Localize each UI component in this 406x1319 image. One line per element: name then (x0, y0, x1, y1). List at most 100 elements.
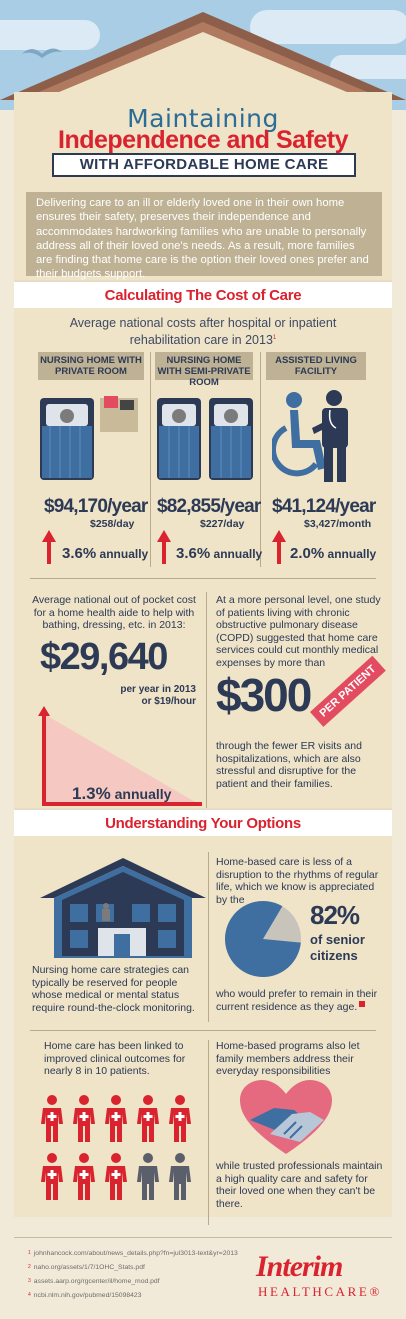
person-highlighted-icon (137, 1095, 159, 1142)
intro-text: Delivering care to an ill or elderly lov… (26, 192, 382, 280)
outcomes-text: Home care has been linked to improved cl… (44, 1040, 186, 1077)
person-highlighted-icon (73, 1153, 95, 1200)
cost-section-band: Calculating The Cost of Care (14, 280, 392, 308)
footnote-1: 1 johnhancock.com/about/news_details.php?… (28, 1250, 238, 1257)
bed-with-nightstand-icon (40, 396, 138, 480)
family-text: Home-based programs also let family memb… (216, 1040, 360, 1077)
registered-mark: ® (369, 1284, 382, 1299)
footer-divider (14, 1237, 392, 1238)
annual-pct: 3.6% (176, 545, 211, 562)
nursing-home-text: Nursing home care strategies can typical… (32, 964, 195, 1014)
annual-label: annually (213, 547, 263, 561)
avg-costs-footnote-mark: 1 (272, 335, 277, 341)
footnote-3: 3 assets.aarp.org/rgcenter/il/home_mod.pd… (28, 1278, 160, 1285)
footnote-mark: 4 (28, 1292, 31, 1298)
annual-label: annually (327, 547, 377, 561)
arrow-up-icon (42, 530, 56, 564)
footnote-text: assets.aarp.org/rgcenter/il/home_mod.pdf (33, 1278, 160, 1285)
footnote-mark: 1 (28, 1250, 31, 1256)
column-header-private: NURSING HOME WITH PRIVATE ROOM (38, 352, 144, 380)
cloud (250, 10, 406, 44)
remain-text-content: who would prefer to remain in their curr… (216, 988, 378, 1013)
cloud (0, 20, 100, 50)
trusted-text: while trusted professionals maintain a h… (216, 1160, 383, 1210)
column-header-assisted-living: ASSISTED LIVING FACILITY (266, 352, 366, 380)
person-grey-icon (137, 1153, 159, 1200)
footnote-text: johnhancock.com/about/news_details.php?f… (33, 1250, 238, 1257)
title-affordable-home-care: WITH AFFORDABLE HOME CARE (52, 153, 356, 177)
section-divider (30, 578, 376, 579)
nursing-home-building-icon (40, 858, 206, 958)
people-grid (40, 1094, 200, 1204)
person-highlighted-icon (105, 1095, 127, 1142)
title-maintaining: Maintaining (127, 104, 279, 133)
person-highlighted-icon (105, 1153, 127, 1200)
aide-cost-text: Average national out of pocket cost for … (32, 594, 196, 631)
pie-percent: 82% (310, 900, 360, 930)
growth-triangle-chart (38, 706, 202, 806)
copd-study-text: At a more personal level, one study of p… (216, 594, 381, 669)
aide-annual-growth: 1.3% annually (72, 784, 171, 804)
person-highlighted-icon (41, 1153, 63, 1200)
footnote-mark: 3 (28, 1278, 31, 1284)
roof-graphic (0, 12, 406, 100)
column-divider (208, 1040, 209, 1225)
price-semi-private-room: $82,855/year (157, 496, 261, 517)
price-private-room: $94,170/year (44, 496, 148, 517)
person-grey-icon (169, 1153, 191, 1200)
column-header-semi-private: NURSING HOME WITH SEMI-PRIVATE ROOM (155, 352, 253, 388)
person-highlighted-icon (41, 1095, 63, 1142)
footnote-2: 2 naho.org/assets/1/7/1OHC_Stats.pdf (28, 1264, 145, 1271)
annual-growth-semi-private: 3.6% annually (176, 545, 262, 562)
footnote-mark (359, 1000, 366, 1007)
per-month-assisted-living: $3,427/month (304, 518, 372, 530)
column-divider (150, 352, 151, 567)
two-beds-icon (157, 398, 253, 480)
healthcare-logo: HEALTHCARE® (258, 1284, 382, 1300)
title-independence: Independence and Safety (58, 126, 348, 154)
pie-82-slice (224, 900, 301, 977)
senior-pie-chart (224, 900, 301, 977)
footnote-text: ncbi.nlm.nih.gov/pubmed/15098423 (33, 1292, 142, 1299)
copd-savings-amount: $300 (216, 669, 312, 721)
per-day-semi-private-room: $227/day (200, 518, 245, 530)
options-section-band: Understanding Your Options (14, 808, 392, 836)
pie-label-line2: citizens (310, 948, 358, 963)
per-day-private-room: $258/day (90, 518, 135, 530)
footnote-4: 4 ncbi.nlm.nih.gov/pubmed/15098423 (28, 1292, 141, 1299)
interim-logo: Interim (256, 1250, 343, 1283)
heart-handshake-icon (240, 1080, 332, 1154)
annual-pct: 3.6% (62, 545, 97, 562)
wheelchair-doctor-icon (272, 390, 348, 482)
avg-costs-title: Average national costs after hospital or… (40, 316, 366, 348)
annual-growth-private: 3.6% annually (62, 545, 148, 562)
aide-per-hour: or $19/hour (141, 696, 196, 707)
house-body (14, 92, 392, 1217)
home-based-text: Home-based care is less of a disruption … (216, 856, 379, 906)
column-divider (208, 852, 209, 1022)
options-section-heading: Understanding Your Options (105, 815, 301, 832)
healthcare-logo-text: HEALTHCARE (258, 1284, 370, 1299)
column-divider (206, 592, 207, 822)
arrow-up-icon (157, 530, 171, 564)
avg-costs-text: Average national costs after hospital or… (69, 316, 337, 348)
arrow-up-icon (272, 530, 286, 564)
person-highlighted-icon (169, 1095, 191, 1142)
annual-pct: 2.0% (290, 545, 325, 562)
person-highlighted-icon (73, 1095, 95, 1142)
aide-per-year: per year in 2013 (120, 684, 196, 695)
section-divider (30, 1030, 376, 1031)
copd-after-text: through the fewer ER visits and hospital… (216, 740, 362, 790)
pie-label-line1: of senior (310, 932, 365, 947)
annual-label: annually (114, 786, 172, 802)
column-divider (260, 352, 261, 567)
bird-icon (22, 48, 62, 58)
annual-pct: 1.3% (72, 784, 111, 803)
annual-label: annually (99, 547, 149, 561)
annual-growth-assisted-living: 2.0% annually (290, 545, 376, 562)
cost-section-heading: Calculating The Cost of Care (104, 287, 302, 304)
aide-cost-amount: $29,640 (40, 636, 168, 678)
price-assisted-living: $41,124/year (272, 496, 376, 517)
footnote-mark: 2 (28, 1264, 31, 1270)
footnote-text: naho.org/assets/1/7/1OHC_Stats.pdf (33, 1264, 145, 1271)
